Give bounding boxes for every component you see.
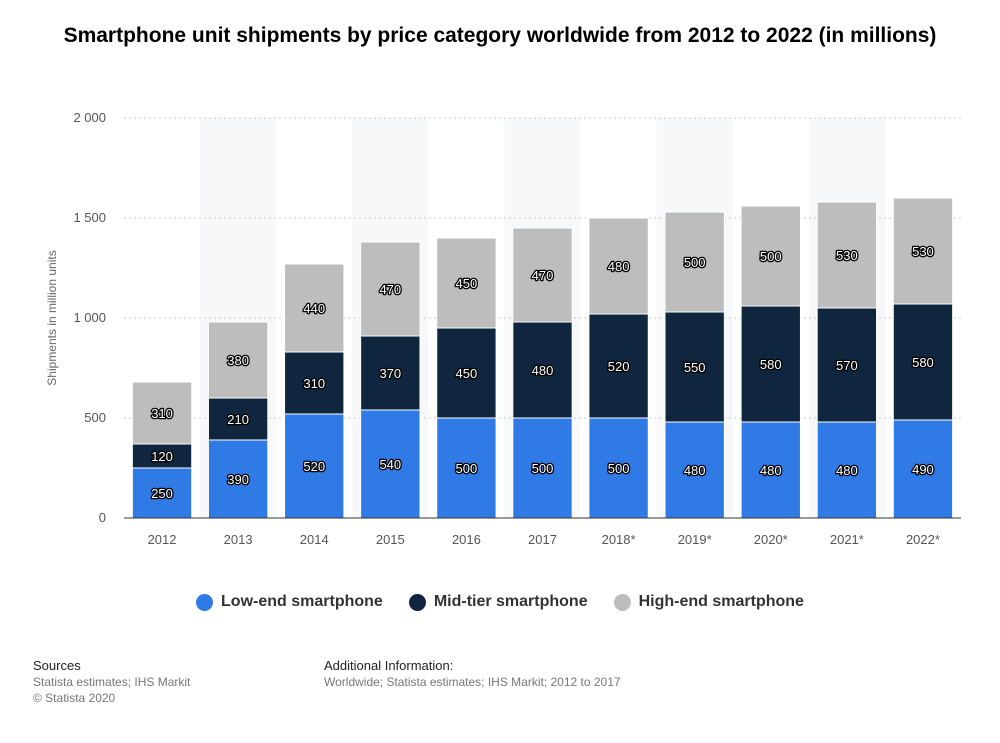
data-label: 480 xyxy=(760,463,782,478)
bar-segment[interactable] xyxy=(131,467,193,519)
x-tick-label: 2015 xyxy=(376,532,405,547)
data-label: 550 xyxy=(684,360,706,375)
sources-block: Sources Statista estimates; IHS Markit ©… xyxy=(33,658,190,706)
bar-segment[interactable] xyxy=(360,241,421,337)
data-label: 390 xyxy=(227,472,249,487)
data-label: 450 xyxy=(456,366,478,381)
data-label: 440 xyxy=(303,301,325,316)
bar-segment[interactable] xyxy=(512,227,573,323)
bar-segment[interactable] xyxy=(588,313,649,419)
data-label: 540 xyxy=(379,457,401,472)
data-label: 450 xyxy=(456,276,478,291)
bar-segment[interactable] xyxy=(892,197,954,305)
legend-swatch-mid-tier xyxy=(408,593,426,611)
chart-legend: Low-end smartphone Mid-tier smartphone H… xyxy=(0,593,1000,611)
data-label: 530 xyxy=(912,244,934,259)
data-label: 580 xyxy=(760,357,782,372)
data-label: 490 xyxy=(912,462,934,477)
additional-info-line: Worldwide; Statista estimates; IHS Marki… xyxy=(324,675,621,689)
y-axis-label: Shipments in million units xyxy=(45,250,59,385)
y-tick-label: 0 xyxy=(99,510,106,525)
data-label: 480 xyxy=(684,463,706,478)
chart-title: Smartphone unit shipments by price categ… xyxy=(63,24,937,47)
legend-label-mid-tier: Mid-tier smartphone xyxy=(433,593,588,610)
x-tick-label: 2020* xyxy=(754,532,788,547)
bar-segment[interactable] xyxy=(892,419,954,519)
data-label: 570 xyxy=(836,358,858,373)
legend-label-high-end: High-end smartphone xyxy=(638,593,804,610)
sources-heading: Sources xyxy=(33,658,81,673)
bar-segment[interactable] xyxy=(360,409,421,519)
x-tick-label: 2013 xyxy=(224,532,253,547)
data-label: 500 xyxy=(760,249,782,264)
y-tick-label: 1 000 xyxy=(73,310,106,325)
data-label: 500 xyxy=(456,461,478,476)
data-label: 380 xyxy=(227,353,249,368)
sources-line: Statista estimates; IHS Markit xyxy=(33,675,191,689)
bar-segment[interactable] xyxy=(740,421,801,519)
legend-swatch-high-end xyxy=(613,593,631,611)
x-tick-label: 2021* xyxy=(830,532,864,547)
bar-segment[interactable] xyxy=(360,335,421,411)
legend-item-high-end[interactable]: High-end smartphone xyxy=(613,593,804,611)
bar-segment[interactable] xyxy=(207,321,269,399)
legend-item-low-end[interactable]: Low-end smartphone xyxy=(196,593,383,611)
data-label: 500 xyxy=(684,255,706,270)
bar-segment[interactable] xyxy=(892,303,954,421)
bar-segment[interactable] xyxy=(436,237,497,329)
bar-segment[interactable] xyxy=(512,417,573,519)
x-tick-label: 2012 xyxy=(148,532,177,547)
bar-segment[interactable] xyxy=(588,217,649,315)
bar-segment[interactable] xyxy=(816,307,878,423)
bar-segment[interactable] xyxy=(284,263,345,353)
x-tick-label: 2018* xyxy=(602,532,636,547)
data-label: 530 xyxy=(836,248,858,263)
x-tick-label: 2022* xyxy=(906,532,940,547)
data-label: 520 xyxy=(303,459,325,474)
data-label: 480 xyxy=(836,463,858,478)
additional-info-heading: Additional Information: xyxy=(324,658,454,673)
x-tick-label: 2016 xyxy=(452,532,481,547)
x-tick-label: 2014 xyxy=(300,532,329,547)
data-label: 500 xyxy=(608,461,630,476)
stacked-bar-chart: 250 120 310 390 210 380 520 310 440 540 370 470 500 4… xyxy=(45,110,961,547)
bar-segment[interactable] xyxy=(588,417,649,519)
bar-segment[interactable] xyxy=(131,381,193,445)
bar-segment[interactable] xyxy=(740,305,801,423)
data-label: 370 xyxy=(379,366,401,381)
bar-segment[interactable] xyxy=(740,205,801,307)
x-tick-label: 2019* xyxy=(678,532,712,547)
y-tick-label: 1 500 xyxy=(73,210,106,225)
data-label: 250 xyxy=(151,486,173,501)
data-label: 500 xyxy=(532,461,554,476)
data-label: 310 xyxy=(151,406,173,421)
y-tick-label: 2 000 xyxy=(73,110,106,125)
x-tick-label: 2017 xyxy=(528,532,557,547)
data-label: 310 xyxy=(303,376,325,391)
y-tick-label: 500 xyxy=(84,410,106,425)
bar-segment[interactable] xyxy=(664,311,725,423)
data-label: 580 xyxy=(912,355,934,370)
bar-segment[interactable] xyxy=(284,351,345,415)
legend-item-mid-tier[interactable]: Mid-tier smartphone xyxy=(408,593,588,611)
data-label: 210 xyxy=(227,412,249,427)
bar-segment[interactable] xyxy=(664,211,725,313)
bar-segment[interactable] xyxy=(512,321,573,419)
additional-info-block: Additional Information: Worldwide; Stati… xyxy=(324,658,621,690)
copyright-line: © Statista 2020 xyxy=(33,691,116,705)
data-label: 520 xyxy=(608,359,630,374)
data-label: 470 xyxy=(532,268,554,283)
data-label: 470 xyxy=(379,282,401,297)
legend-label-low-end: Low-end smartphone xyxy=(221,593,383,610)
data-label: 480 xyxy=(608,259,630,274)
data-label: 120 xyxy=(151,449,173,464)
data-label: 480 xyxy=(532,363,554,378)
legend-swatch-low-end xyxy=(196,593,214,611)
bar-segment[interactable] xyxy=(816,201,878,309)
